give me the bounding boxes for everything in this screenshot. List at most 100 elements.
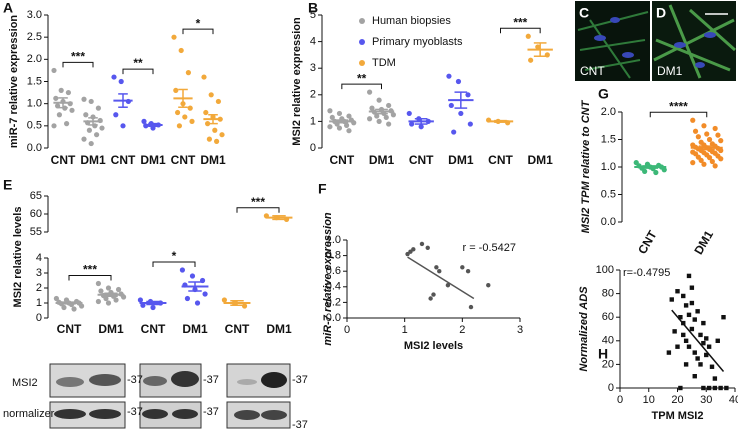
data-point [367,89,373,95]
x-axis-label: MSI2 levels [404,340,463,352]
data-point [95,280,101,287]
data-point [212,127,218,133]
data-point [683,362,689,367]
x-tick-label: CNT [488,153,513,167]
data-point [99,125,105,131]
size-marker: -37 [292,374,308,386]
data-point [178,47,184,54]
data-point [437,269,442,274]
x-tick-label: DM1 [200,153,226,167]
data-point [706,385,712,391]
data-point [343,122,350,128]
data-point [712,376,718,381]
data-point [695,134,701,140]
size-marker: -37 [127,406,143,418]
x-tick-label: CNT [635,228,660,257]
data-point [411,247,416,252]
data-point [65,89,71,96]
y-tick-label: 40 [602,335,614,347]
y-tick-label: 55 [30,226,42,238]
y-tick-label: 3.0 [27,9,42,21]
size-marker: -37 [127,374,143,386]
data-point [51,123,57,129]
data-point [386,102,392,109]
data-point [525,33,531,39]
data-point [718,147,724,154]
data-point [698,332,703,338]
significance-label: ** [357,71,367,85]
data-point [69,107,75,113]
y-tick-label: 20 [602,358,614,370]
data-point [465,269,471,274]
y-tick-label: 60 [30,208,42,220]
size-marker: -37 [203,406,219,418]
blots [49,363,291,429]
data-point [88,140,94,147]
y-axis-label: miR-7 relative expression [322,212,334,346]
data-point [715,338,720,343]
data-point [95,298,101,305]
error-bar [208,114,218,125]
data-point [709,364,715,369]
error-bar [58,97,68,109]
data-point [103,295,109,302]
micrograph-cnt [575,1,650,81]
data-point [175,109,181,116]
y-tick-label: 2 [36,282,42,294]
data-point [176,123,182,129]
y-tick-label: 4 [310,36,316,48]
data-point [51,67,57,74]
data-point [672,329,677,334]
y-tick-label: 0.5 [601,188,616,200]
significance-bracket [236,207,280,213]
legend-marker [359,18,365,24]
blot-row-label: normalizer [3,408,55,420]
significance-bracket [152,261,196,267]
data-point [467,121,473,127]
data-point [692,317,697,322]
data-point [113,112,119,118]
y-tick-label: 2.0 [601,106,616,118]
data-point [53,295,60,302]
data-point [113,297,119,303]
significance-bracket [182,28,214,35]
data-point [712,163,718,169]
data-point [689,300,695,306]
size-marker: -37 [292,419,308,431]
data-point [327,108,333,114]
y-tick-label: 2.0 [27,53,42,65]
significance-bracket [68,275,112,281]
data-point [683,303,689,308]
legend-label: Human biopsies [372,15,451,27]
legend-marker [359,39,365,45]
significance-bracket [62,61,94,68]
data-point [448,102,454,109]
y-tick-label: 0.5 [27,120,42,132]
data-point [56,112,63,118]
data-point [446,73,452,79]
data-point [187,105,193,111]
error-bar [148,122,158,128]
data-point [203,109,209,116]
y-tick-label: 1.0 [326,234,341,246]
y-tick-label: 0 [608,382,614,394]
error-bar [188,281,202,292]
data-point [118,78,124,85]
data-point [111,74,117,80]
data-point [64,121,70,127]
data-point [709,158,715,165]
fit-line [671,309,725,372]
data-point [58,87,64,93]
x-tick-label: CNT [51,153,76,167]
data-point [486,283,491,288]
data-point [419,241,425,247]
data-point [704,131,710,137]
y-tick-label: 3 [36,267,42,279]
data-point [689,326,695,332]
y-tick-label: 0.0 [326,312,341,324]
data-point [692,374,697,379]
x-tick-label: CNT [409,153,434,167]
data-point [451,129,457,135]
y-tick-label: 4 [36,252,42,264]
data-point [374,113,380,119]
